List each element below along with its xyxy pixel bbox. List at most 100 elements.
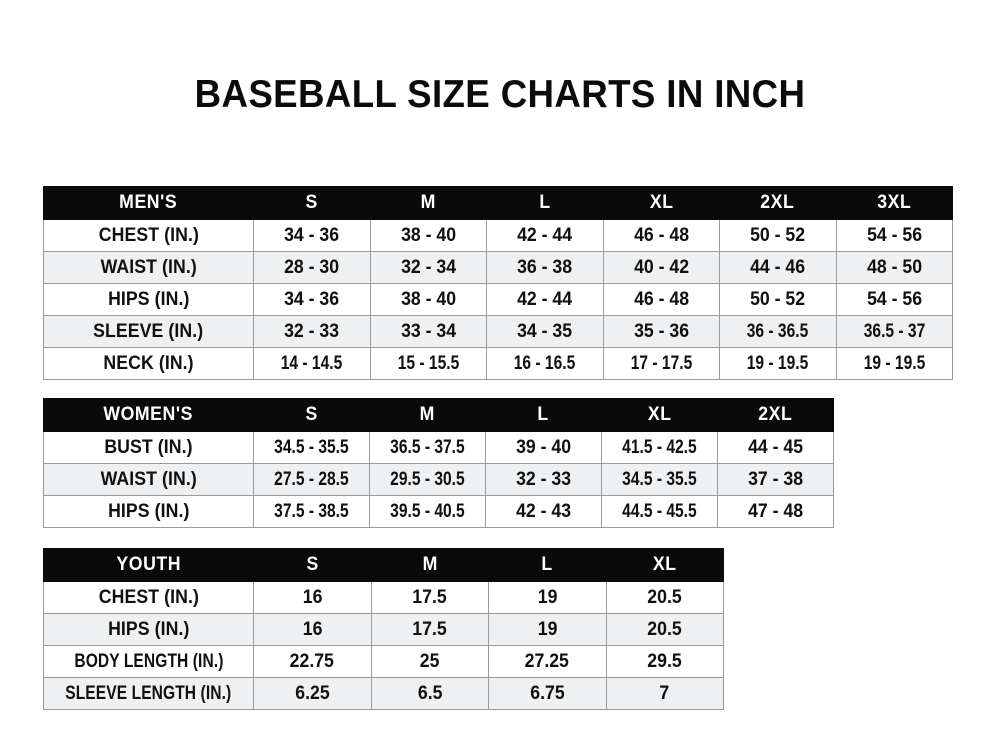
mens-header-s: S <box>253 186 371 220</box>
table-row: SLEEVE LENGTH (IN.) 6.25 6.5 6.75 7 <box>43 677 724 710</box>
cell-value: 19 <box>488 581 607 614</box>
womens-header-label: WOMEN'S <box>43 398 254 432</box>
cell-value: 25 <box>370 645 489 678</box>
youth-header-row: YOUTH S M L XL <box>43 548 724 582</box>
cell-value: 17.5 <box>370 581 489 614</box>
cell-value: 34 - 35 <box>486 315 604 348</box>
cell-value: 19 <box>488 613 607 646</box>
cell-value: 17.5 <box>370 613 489 646</box>
table-row: BUST (IN.) 34.5 - 35.5 36.5 - 37.5 39 - … <box>43 431 834 464</box>
cell-value: 28 - 30 <box>253 251 371 284</box>
cell-value: 36.5 - 37.5 <box>369 431 486 464</box>
cell-value: 15 - 15.5 <box>369 347 487 380</box>
row-label-waist: WAIST (IN.) <box>43 463 254 496</box>
mens-header-label-text: MEN'S <box>119 192 178 213</box>
youth-header-label: YOUTH <box>43 548 254 582</box>
cell-value: 42 - 43 <box>485 495 602 528</box>
cell-value: 32 - 33 <box>253 315 371 348</box>
cell-value: 32 - 34 <box>369 251 487 284</box>
cell-value: 7 <box>605 677 724 710</box>
youth-header-s: S <box>253 548 372 582</box>
cell-value: 44 - 46 <box>719 251 837 284</box>
cell-value: 32 - 33 <box>485 463 602 496</box>
row-label-hips: HIPS (IN.) <box>43 495 254 528</box>
table-row: CHEST (IN.) 34 - 36 38 - 40 42 - 44 46 -… <box>43 219 953 252</box>
table-row: BODY LENGTH (IN.) 22.75 25 27.25 29.5 <box>43 645 724 678</box>
cell-value: 19 - 19.5 <box>719 347 837 380</box>
cell-value: 44 - 45 <box>717 431 834 464</box>
table-row: WAIST (IN.) 27.5 - 28.5 29.5 - 30.5 32 -… <box>43 463 834 496</box>
cell-value: 14 - 14.5 <box>253 347 371 380</box>
cell-value: 39.5 - 40.5 <box>369 495 486 528</box>
womens-header-row: WOMEN'S S M L XL 2XL <box>43 398 834 432</box>
cell-value: 44.5 - 45.5 <box>601 495 718 528</box>
cell-value: 34.5 - 35.5 <box>253 431 370 464</box>
cell-value: 42 - 44 <box>486 219 604 252</box>
womens-header-l: L <box>485 398 602 432</box>
cell-value: 35 - 36 <box>602 315 720 348</box>
cell-value: 34 - 36 <box>253 283 371 316</box>
cell-value: 33 - 34 <box>369 315 487 348</box>
mens-header-3xl: 3XL <box>835 186 953 220</box>
row-label-chest: CHEST (IN.) <box>43 219 254 252</box>
row-label-body-length: BODY LENGTH (IN.) <box>43 645 254 678</box>
cell-value: 6.5 <box>370 677 489 710</box>
row-label-hips: HIPS (IN.) <box>43 283 254 316</box>
cell-value: 16 <box>253 613 372 646</box>
cell-value: 20.5 <box>605 613 724 646</box>
row-label-sleeve-length: SLEEVE LENGTH (IN.) <box>43 677 254 710</box>
mens-header-m: M <box>369 186 487 220</box>
cell-value: 37.5 - 38.5 <box>253 495 370 528</box>
womens-header-xl: XL <box>601 398 718 432</box>
cell-value: 27.5 - 28.5 <box>253 463 370 496</box>
womens-size-table: WOMEN'S S M L XL 2XL <box>43 398 834 528</box>
cell-value: 40 - 42 <box>602 251 720 284</box>
mens-header-label: MEN'S <box>43 186 254 220</box>
cell-value: 36.5 - 37 <box>835 315 953 348</box>
cell-value: 42 - 44 <box>486 283 604 316</box>
row-label-chest: CHEST (IN.) <box>43 581 254 614</box>
table-row: HIPS (IN.) 16 17.5 19 20.5 <box>43 613 724 646</box>
mens-header-row: MEN'S S M L XL 2XL 3XL <box>43 186 953 220</box>
womens-header-m: M <box>369 398 486 432</box>
page-title: BASEBALL SIZE CHARTS IN INCH <box>194 73 806 116</box>
cell-value: 20.5 <box>605 581 724 614</box>
womens-header-s: S <box>253 398 370 432</box>
cell-value: 41.5 - 42.5 <box>601 431 718 464</box>
cell-value: 6.75 <box>488 677 607 710</box>
cell-value: 36 - 36.5 <box>719 315 837 348</box>
mens-header-xl: XL <box>602 186 720 220</box>
cell-value: 48 - 50 <box>835 251 953 284</box>
cell-value: 29.5 - 30.5 <box>369 463 486 496</box>
cell-value: 29.5 <box>605 645 724 678</box>
youth-header-xl: XL <box>605 548 724 582</box>
cell-value: 36 - 38 <box>486 251 604 284</box>
table-row: HIPS (IN.) 37.5 - 38.5 39.5 - 40.5 42 - … <box>43 495 834 528</box>
cell-value: 38 - 40 <box>369 283 487 316</box>
row-label-bust: BUST (IN.) <box>43 431 254 464</box>
cell-value: 19 - 19.5 <box>835 347 953 380</box>
cell-value: 54 - 56 <box>835 283 953 316</box>
row-label-waist: WAIST (IN.) <box>43 251 254 284</box>
youth-size-table: YOUTH S M L XL CHEST (IN.) 16 1 <box>43 548 724 710</box>
mens-header-l: L <box>486 186 604 220</box>
cell-value: 6.25 <box>253 677 372 710</box>
youth-header-m: M <box>370 548 489 582</box>
row-label-hips: HIPS (IN.) <box>43 613 254 646</box>
cell-value: 50 - 52 <box>719 283 837 316</box>
cell-value: 39 - 40 <box>485 431 602 464</box>
cell-value: 37 - 38 <box>717 463 834 496</box>
cell-value: 22.75 <box>253 645 372 678</box>
cell-value: 46 - 48 <box>602 219 720 252</box>
cell-value: 27.25 <box>488 645 607 678</box>
row-label-neck: NECK (IN.) <box>43 347 254 380</box>
cell-value: 34.5 - 35.5 <box>601 463 718 496</box>
cell-value: 16 <box>253 581 372 614</box>
youth-header-l: L <box>488 548 607 582</box>
row-label-sleeve: SLEEVE (IN.) <box>43 315 254 348</box>
table-row: SLEEVE (IN.) 32 - 33 33 - 34 34 - 35 35 … <box>43 315 953 348</box>
cell-value: 34 - 36 <box>253 219 371 252</box>
cell-value: 54 - 56 <box>835 219 953 252</box>
mens-size-table: MEN'S S M L XL 2XL 3XL <box>43 186 953 380</box>
